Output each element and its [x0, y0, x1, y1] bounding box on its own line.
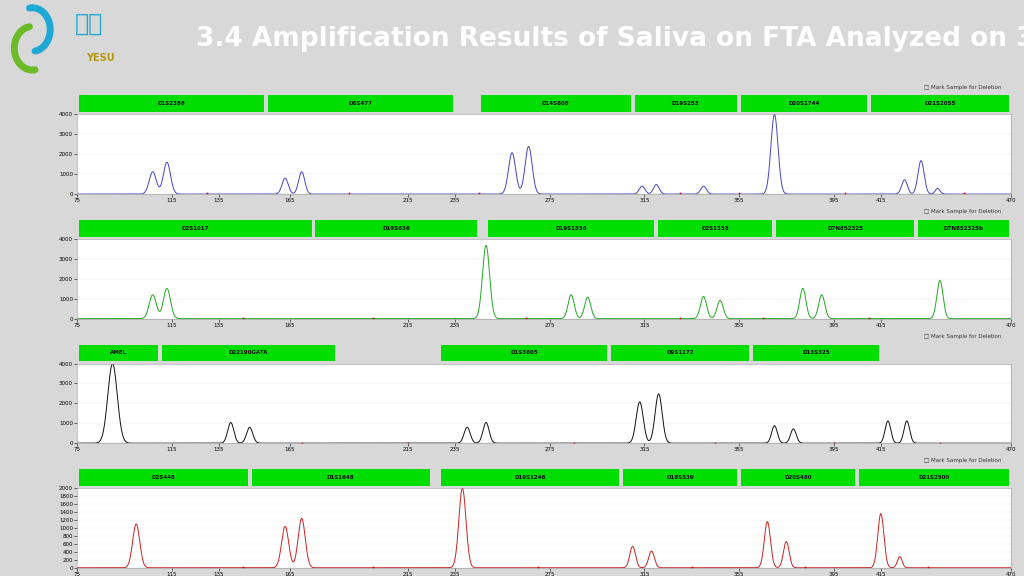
Bar	[79, 469, 248, 486]
Text: D6S477: D6S477	[349, 101, 373, 107]
Bar	[440, 469, 618, 486]
Text: D19S253: D19S253	[672, 101, 699, 107]
Text: D2S448: D2S448	[152, 475, 175, 480]
Text: D9S1172: D9S1172	[667, 350, 693, 355]
Text: D1S2386: D1S2386	[158, 101, 185, 107]
Text: D1S3605: D1S3605	[510, 350, 538, 355]
Text: AMEL: AMEL	[110, 350, 127, 355]
Bar	[753, 344, 879, 361]
Bar	[871, 96, 1009, 112]
Bar	[919, 220, 1009, 237]
Text: D22190GATA: D22190GATA	[228, 350, 268, 355]
Text: D1S1648: D1S1648	[327, 475, 354, 480]
Text: □ Mark Sample for Deletion: □ Mark Sample for Deletion	[924, 85, 1000, 90]
Text: D20S1744: D20S1744	[788, 101, 819, 107]
Text: D2S1017: D2S1017	[181, 226, 209, 231]
Bar	[611, 344, 749, 361]
Bar	[79, 220, 311, 237]
Text: D2S1338: D2S1338	[701, 226, 729, 231]
Text: D20S480: D20S480	[784, 475, 812, 480]
Text: D13S325: D13S325	[802, 350, 829, 355]
Text: YESU: YESU	[86, 54, 115, 63]
Bar	[488, 220, 654, 237]
Text: 3.4 Amplification Results of Saliva on FTA Analyzed on 3130xl: 3.4 Amplification Results of Saliva on F…	[197, 26, 1024, 52]
Bar	[481, 96, 631, 112]
Text: D14S608: D14S608	[542, 101, 569, 107]
Text: □ Mark Sample for Deletion: □ Mark Sample for Deletion	[924, 209, 1000, 214]
Text: D21S2500: D21S2500	[919, 475, 949, 480]
Bar	[776, 220, 914, 237]
Bar	[79, 96, 264, 112]
Text: 沿溯: 沿溯	[76, 12, 103, 35]
Bar	[79, 344, 158, 361]
Bar	[859, 469, 1009, 486]
Bar	[268, 96, 454, 112]
Text: D7N852325: D7N852325	[827, 226, 863, 231]
Bar	[315, 220, 477, 237]
Bar	[635, 96, 737, 112]
Bar	[658, 220, 772, 237]
Text: D21S2055: D21S2055	[925, 101, 955, 107]
Bar	[623, 469, 737, 486]
Text: D19S1836: D19S1836	[555, 226, 587, 231]
Bar	[252, 469, 430, 486]
Bar	[741, 96, 867, 112]
Bar	[162, 344, 335, 361]
Text: D19S636: D19S636	[382, 226, 410, 231]
Text: □ Mark Sample for Deletion: □ Mark Sample for Deletion	[924, 458, 1000, 464]
Bar	[741, 469, 855, 486]
Text: D18S539: D18S539	[666, 475, 694, 480]
Text: D7N852325b: D7N852325b	[943, 226, 984, 231]
Text: □ Mark Sample for Deletion: □ Mark Sample for Deletion	[924, 334, 1000, 339]
Bar	[440, 344, 607, 361]
Text: D19S1246: D19S1246	[514, 475, 546, 480]
